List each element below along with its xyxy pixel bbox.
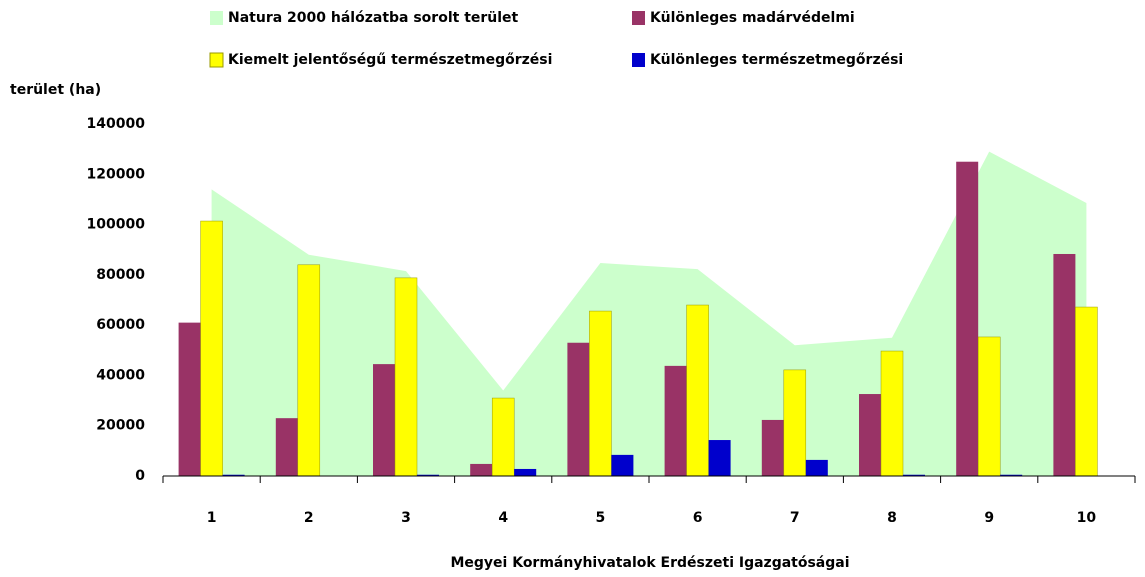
bar [1053,253,1076,476]
bar [611,454,634,476]
x-tick-label: 5 [596,510,606,526]
legend-swatch [632,53,645,67]
legend-label: Különleges természetmegőrzési [650,52,903,68]
x-tick-label: 2 [304,510,314,526]
bar [903,474,925,476]
y-tick-label: 120000 [87,166,146,182]
bar [222,474,245,476]
y-tick-label: 0 [135,468,145,484]
bar [491,397,515,477]
bar [1075,306,1098,477]
y-tick-label: 60000 [96,317,145,333]
bar [567,342,590,476]
x-tick-label: 4 [498,510,508,526]
bar [373,364,395,476]
legend-label: Különleges madárvédelmi [650,10,855,26]
x-tick-label: 1 [207,510,217,526]
bar [589,310,612,477]
x-tick-label: 9 [984,510,994,526]
bar [394,277,418,477]
bar [783,369,807,477]
y-tick-label: 100000 [87,217,146,233]
bar [470,463,493,476]
bar [200,220,223,477]
bar [178,322,201,476]
bar [708,440,731,476]
x-tick-label: 3 [401,510,411,526]
bar [297,264,321,477]
bar [805,459,828,476]
x-tick-label: 6 [693,510,703,526]
legend-label: Kiemelt jelentőségű természetmegőrzési [228,52,552,68]
x-axis-label: Megyei Kormányhivatalok Erdészeti Igazga… [450,555,849,571]
legend-swatch [209,52,224,68]
x-tick-label: 7 [790,510,800,526]
bar [417,474,439,476]
x-tick-label: 10 [1077,510,1097,526]
y-tick-label: 140000 [87,116,146,132]
y-tick-label: 20000 [96,418,145,434]
bar [977,336,1001,477]
y-axis-label: terület (ha) [10,82,101,98]
y-tick-label: 80000 [96,267,145,283]
y-tick-label: 40000 [96,367,145,383]
bar [761,419,784,476]
bar [880,350,904,477]
legend-swatch [632,11,645,25]
bar [275,418,298,476]
legend-label: Natura 2000 hálózatba sorolt terület [228,10,519,26]
bar [956,161,979,476]
bar [1000,474,1023,476]
area [211,151,1087,476]
bar [686,304,709,477]
bar [514,468,537,476]
bar [859,394,881,476]
x-tick-label: 8 [887,510,897,526]
legend-swatch [210,11,223,25]
bar [664,365,687,476]
